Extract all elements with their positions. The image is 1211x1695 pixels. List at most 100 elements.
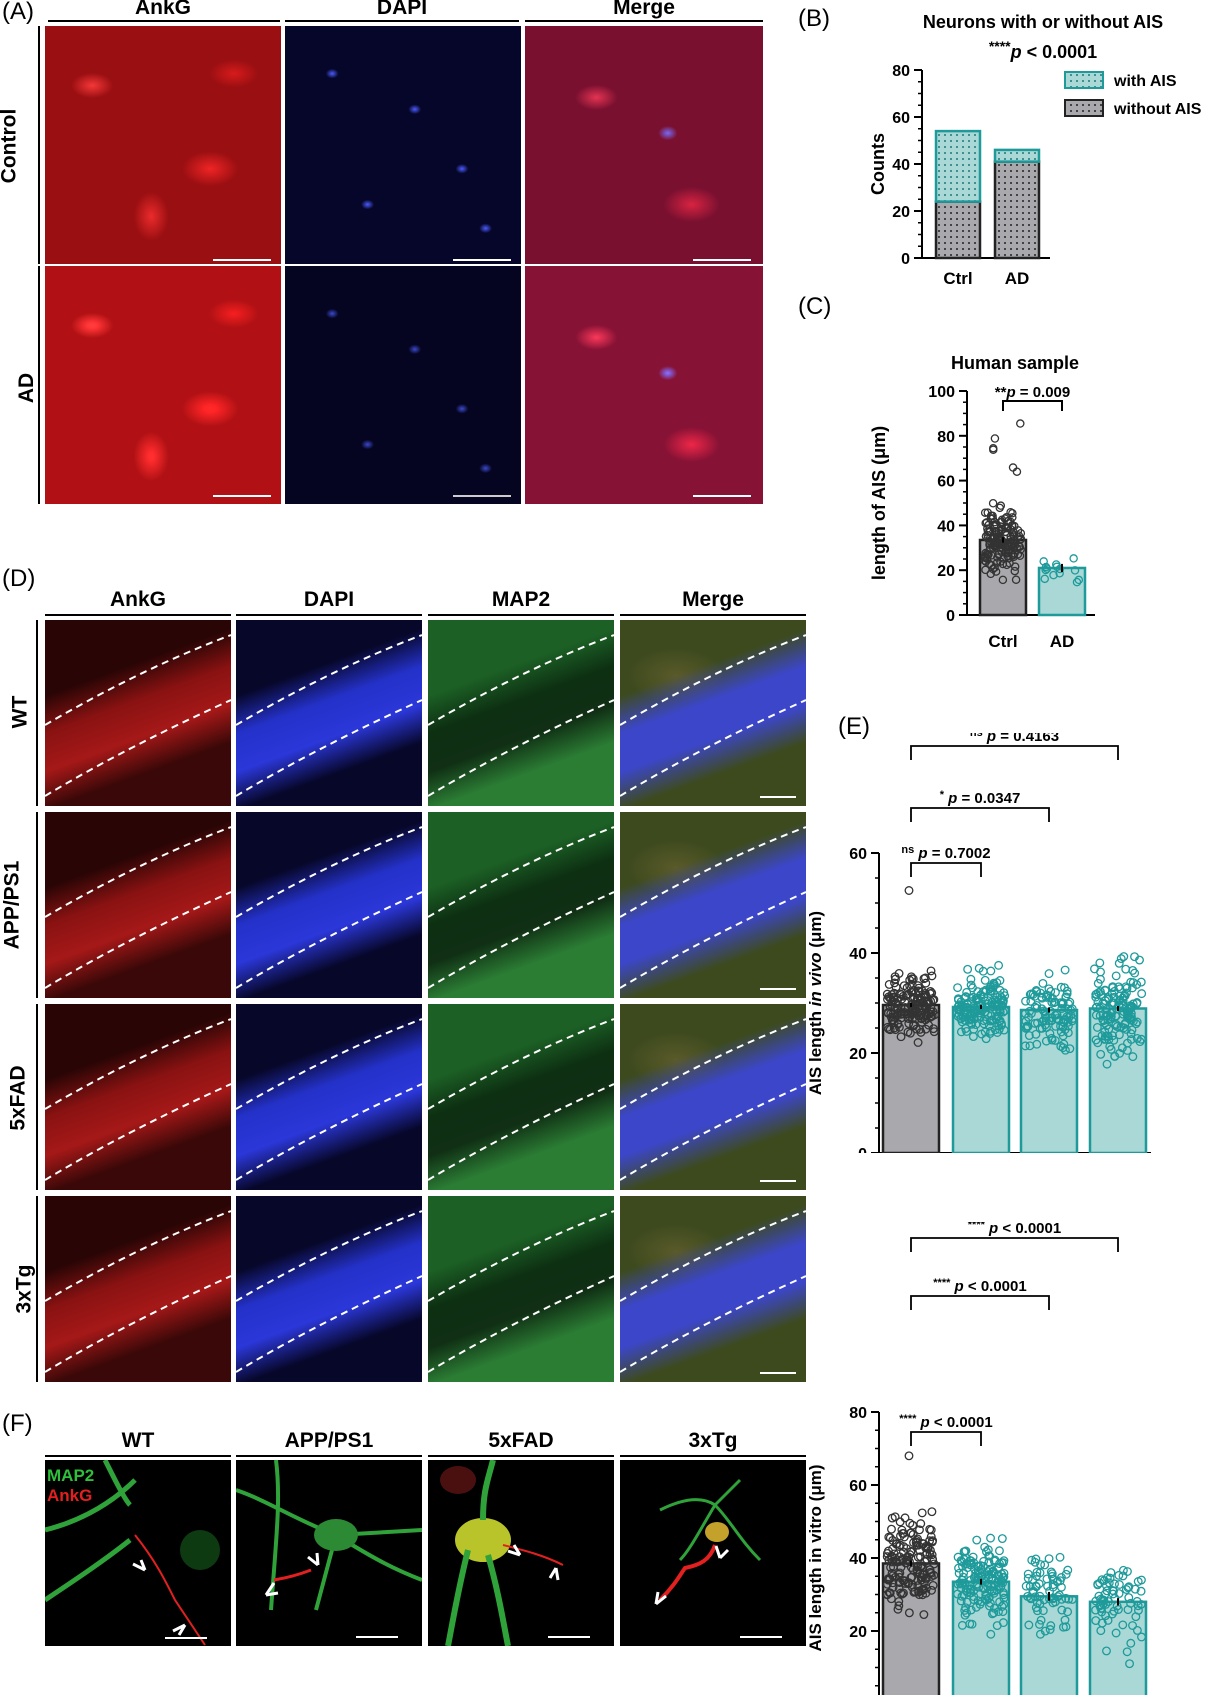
chart-e-in-vitro-point [1027, 1555, 1037, 1565]
chart-e-in-vivo-point [895, 989, 905, 999]
chart-e-in-vivo-point [959, 1002, 969, 1012]
chart-e-in-vitro-point [975, 1573, 984, 1583]
panel-d-letter: (D) [2, 565, 36, 592]
dashed-boundary [428, 634, 614, 797]
chart-e-in-vitro-point [929, 1559, 939, 1569]
chart-e-in-vitro-point [965, 1619, 975, 1629]
chart-e-in-vivo-point [1095, 1003, 1105, 1013]
chart-e-in-vitro-point [1047, 1569, 1057, 1579]
chart-e-in-vitro-point [998, 1558, 1008, 1568]
chart-e-in-vitro-point [900, 1578, 910, 1588]
chart-e-in-vivo-point [1121, 982, 1131, 992]
chart-e-in-vivo-point [1125, 1004, 1135, 1014]
scale-bar [760, 988, 796, 990]
chart-e-in-vitro-point [887, 1513, 897, 1523]
panel-f-col-wt: WT [121, 1429, 155, 1452]
chart-e-in-vitro-bar-3xtg [1088, 1600, 1148, 1695]
chart-e-in-vitro-point [992, 1621, 1002, 1631]
panel-f-letter: (F) [2, 1410, 33, 1437]
image-d-app-ps1-merge [620, 812, 806, 998]
chart-e-in-vitro-point [915, 1525, 924, 1535]
arrow-icon [172, 1623, 187, 1636]
chart-e-in-vitro-point [920, 1557, 930, 1567]
panel-f-rule [45, 1455, 231, 1457]
chart-e-in-vitro-point [987, 1609, 997, 1619]
chart-e-in-vivo-point [1020, 1041, 1030, 1051]
scale-bar [760, 1180, 796, 1182]
chart-e-in-vivo-comparison-bracket [910, 807, 1050, 822]
chart-e-in-vitro-point [888, 1571, 898, 1581]
chart-e-in-vitro-point [1063, 1607, 1073, 1617]
chart-b-ylabel: Counts [870, 133, 888, 195]
panel-a-row-control: Control [0, 108, 21, 184]
chart-e-in-vitro-point [1063, 1565, 1073, 1575]
chart-e-in-vivo-tick-label: 60 [849, 846, 867, 863]
chart-e-in-vivo-comparison-label: ns p = 0.4163 [970, 733, 1059, 745]
chart-e-in-vitro-point [1036, 1615, 1046, 1625]
chart-e-in-vitro-point [1118, 1565, 1128, 1575]
chart-e-in-vivo-point [967, 997, 976, 1007]
chart-e-in-vitro-point [1035, 1629, 1045, 1639]
chart-e-in-vitro-comparison-bracket [910, 1237, 1119, 1252]
chart-e-in-vitro-point [1067, 1594, 1077, 1604]
chart-e-in-vitro-point [1042, 1574, 1052, 1584]
chart-e-in-vitro-point [926, 1545, 935, 1555]
chart-e-in-vivo-point [1047, 993, 1057, 1003]
chart-b-legend-swatch [1064, 99, 1104, 117]
chart-e-in-vivo-point [916, 1013, 926, 1023]
chart-e-in-vitro-point [1134, 1605, 1143, 1615]
chart-c-tick-label: 60 [937, 474, 955, 491]
chart-e-in-vivo-point [896, 1032, 906, 1042]
image-control-dapi [285, 26, 521, 264]
chart-e-in-vitro-point [987, 1586, 997, 1596]
chart-e-in-vitro-point [999, 1600, 1009, 1610]
chart-e-in-vivo-point [953, 983, 963, 993]
dashed-boundary [236, 634, 422, 797]
chart-e-in-vitro-point [1118, 1620, 1128, 1630]
chart-e-in-vivo-point [1115, 991, 1125, 1001]
chart-e-in-vivo-point [992, 1002, 1002, 1012]
chart-e-in-vivo-point [1044, 984, 1054, 994]
image-f-app-ps1 [236, 1460, 422, 1646]
chart-e-in-vitro-point [1118, 1571, 1128, 1581]
chart-e-in-vivo-point [912, 1024, 921, 1034]
panel-a-col-ankg: AnkG [134, 0, 191, 19]
dashed-boundary [620, 1210, 806, 1373]
chart-e-in-vitro-point [986, 1629, 996, 1639]
chart-c-point [981, 557, 991, 566]
chart-e-in-vitro-point [974, 1582, 984, 1592]
chart-e-in-vivo-point [1032, 1003, 1042, 1013]
panel-a-row-ad: AD [15, 372, 39, 404]
scale-bar [213, 259, 271, 261]
chart-e-in-vivo-point [1127, 1025, 1137, 1035]
chart-e-in-vivo-ylabel: AIS length in vivo (μm) [806, 911, 825, 1095]
chart-e-in-vivo-point [1132, 1017, 1142, 1027]
panel-d-row-wt: WT [8, 695, 32, 729]
chart-e-in-vivo-point [884, 979, 894, 989]
chart-e-in-vivo-point [929, 1027, 939, 1037]
panel-d-col-map2: MAP2 [491, 588, 551, 611]
panel-d-col-dapi: DAPI [303, 588, 355, 611]
chart-e-in-vivo-point [1096, 1049, 1106, 1059]
image-d-app-ps1-ankg [45, 812, 231, 998]
dashed-boundary [428, 826, 614, 989]
chart-e-in-vitro-point [986, 1582, 996, 1592]
chart-e-in-vitro-point [968, 1552, 978, 1562]
chart-e-in-vitro-point [1056, 1573, 1066, 1582]
image-f-3xtg [620, 1460, 806, 1646]
chart-e-in-vitro-point [972, 1535, 982, 1545]
chart-e-in-vitro-point [1096, 1600, 1106, 1610]
chart-e-in-vitro-point [1097, 1618, 1107, 1628]
chart-e-in-vitro-point [1100, 1589, 1110, 1599]
chart-e-in-vitro-point [966, 1605, 976, 1615]
chart-e-in-vivo-point [1111, 971, 1121, 981]
chart-e-in-vivo-point [1059, 1039, 1069, 1049]
scale-bar [453, 495, 511, 497]
chart-e-in-vitro-point [1122, 1567, 1132, 1576]
chart-e-in-vitro-point [1102, 1581, 1111, 1591]
panel-f-rule [428, 1455, 614, 1457]
chart-e-in-vitro-point [891, 1539, 901, 1549]
chart-e-in-vitro-point [916, 1519, 926, 1529]
scale-bar [760, 796, 796, 798]
chart-e-in-vivo-point [1047, 1035, 1057, 1045]
